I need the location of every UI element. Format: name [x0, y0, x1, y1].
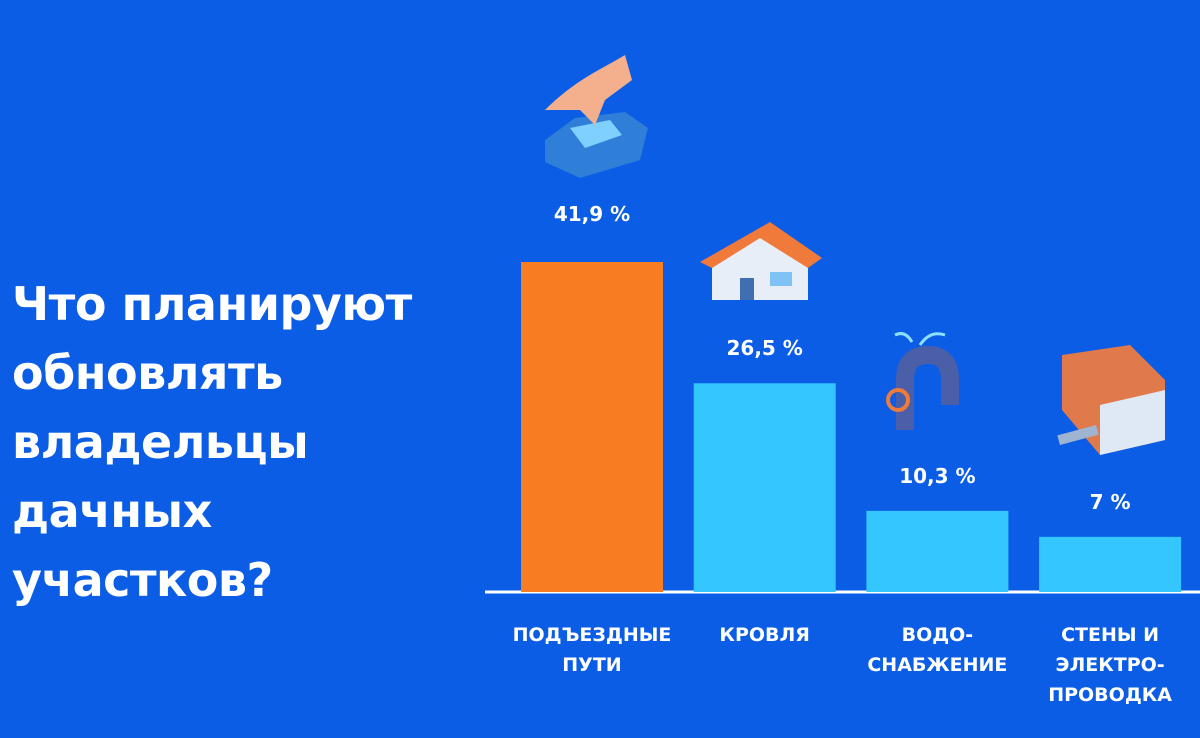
house-icon	[700, 222, 822, 300]
x-tick-label: КРОВЛЯ	[719, 624, 810, 646]
x-tick-label: ВОДО- СНАБЖЕНИЕ	[867, 624, 1008, 676]
x-tick-label: ПОДЪЕЗДНЫЕ ПУТИ	[512, 624, 672, 676]
x-tick-label: СТЕНЫ И ЭЛЕКТРО- ПРОВОДКА	[1048, 624, 1172, 706]
value-label: 7 %	[1089, 489, 1131, 514]
value-label: 10,3 %	[899, 463, 976, 488]
bar	[1039, 536, 1182, 592]
bar	[866, 510, 1009, 592]
bar	[521, 261, 663, 592]
chart-title: Что планируют обновлять владельцы дачных…	[12, 277, 412, 607]
wall-icon	[1057, 345, 1165, 455]
value-label: 26,5 %	[726, 336, 803, 361]
value-label: 41,9 %	[553, 201, 631, 226]
pipe-icon	[886, 332, 959, 430]
bar	[693, 383, 836, 592]
car-icon	[545, 55, 648, 178]
